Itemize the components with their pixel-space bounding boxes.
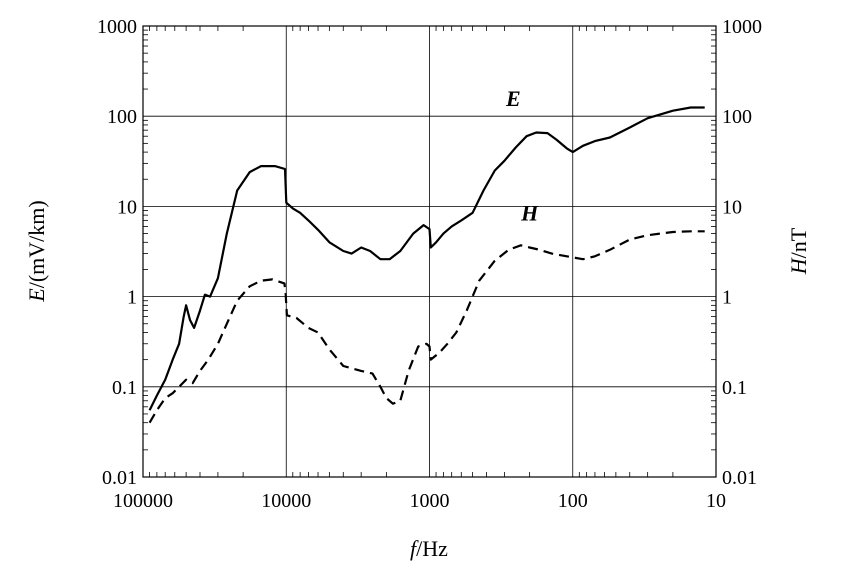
y-tick-label-left: 1000 (97, 16, 137, 38)
y-axis-title-left: E/(mV/km) (24, 200, 49, 302)
y-tick-label-right: 1000 (722, 16, 762, 38)
x-tick-label: 10000 (261, 490, 311, 512)
series-label-E: E (505, 86, 521, 111)
y-tick-label-left: 0.1 (112, 377, 137, 399)
series-line-H (148, 230, 705, 424)
y-tick-label-right: 0.01 (722, 467, 757, 489)
grid (143, 26, 716, 477)
y-tick-label-right: 0.1 (722, 377, 747, 399)
y-tick-label-left: 10 (117, 196, 137, 218)
series-layer (148, 106, 705, 424)
y-tick-label-left: 100 (107, 106, 137, 128)
y-tick-label-left: 1 (127, 287, 137, 309)
y-tick-label-right: 100 (722, 106, 752, 128)
labels: EH (505, 86, 539, 225)
series-line-E (148, 106, 705, 411)
y-tick-label-right: 1 (722, 287, 732, 309)
x-tick-label: 10 (706, 490, 726, 512)
ticks: 100000 10000 1000 100 100.01 0.010.1 0.11 110 10… (97, 16, 762, 512)
series-label-H: H (520, 200, 539, 225)
x-tick-label: 1000 (410, 490, 450, 512)
y-tick-label-left: 0.01 (102, 467, 137, 489)
y-axis-title-right: H/nT (786, 227, 811, 275)
x-tick-label: 100000 (113, 490, 173, 512)
y-tick-label-right: 10 (722, 196, 742, 218)
x-axis-title: f/Hz (410, 536, 448, 561)
x-tick-label: 100 (558, 490, 588, 512)
